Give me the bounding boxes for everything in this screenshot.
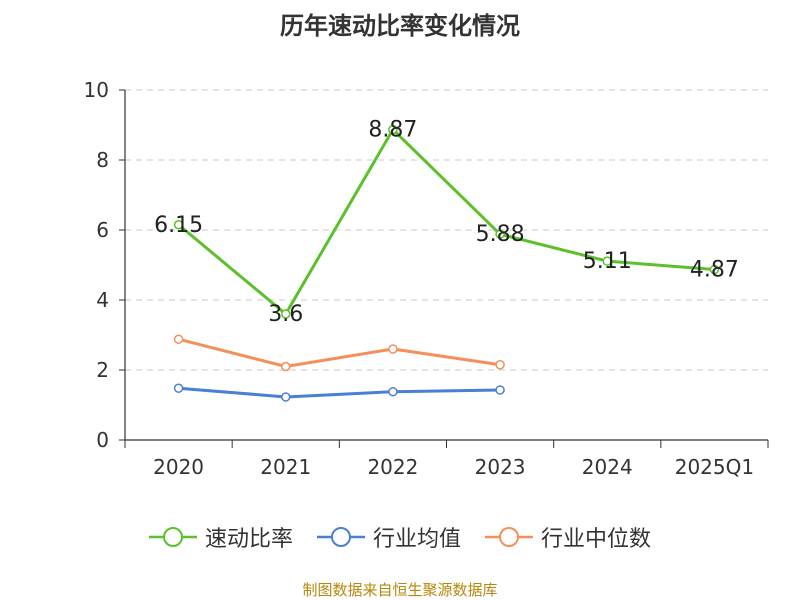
data-point — [709, 264, 720, 275]
x-tick-label: 2025Q1 — [675, 455, 754, 479]
legend-swatch-icon — [148, 527, 197, 547]
data-label: 3.6 — [268, 302, 303, 327]
series-line-3 — [178, 337, 501, 368]
data-label: 4.87 — [690, 258, 739, 283]
data-point — [388, 124, 398, 135]
data-label: 5.88 — [476, 222, 525, 247]
data-point — [388, 386, 398, 397]
legend-swatch-icon — [316, 527, 365, 547]
legend-label: 行业中位数 — [541, 527, 652, 552]
legend-item-2[interactable]: 行业均值 — [316, 521, 461, 553]
x-tick-label: 2022 — [367, 455, 418, 479]
series-line-1 — [177, 128, 715, 316]
legend-item-1[interactable]: 速动比率 — [148, 521, 293, 553]
y-tick-label: 8 — [96, 148, 109, 172]
data-point — [388, 344, 398, 354]
legend: 速动比率 行业均值 行业中位数 — [0, 520, 800, 554]
legend-swatch-icon — [485, 527, 533, 547]
legend-label: 行业均值 — [372, 527, 461, 552]
data-label: 8.87 — [368, 118, 417, 143]
data-point — [173, 383, 184, 393]
series-line-2 — [178, 386, 501, 399]
data-point — [173, 334, 184, 344]
x-tick-label: 2023 — [475, 455, 526, 479]
y-tick-label: 2 — [96, 358, 109, 382]
y-tick-label: 10 — [84, 78, 109, 102]
data-point — [281, 309, 291, 319]
data-point — [281, 361, 291, 372]
data-label: 5.11 — [583, 249, 632, 274]
data-point — [495, 385, 505, 395]
y-tick-label: 4 — [96, 288, 109, 312]
x-tick-label: 2020 — [153, 455, 204, 479]
data-point — [602, 256, 612, 266]
line-chart: 0 2 4 6 8 10 2020 2021 2022 2023 2024 2025Q1 6.15 3.6… — [84, 78, 769, 479]
legend-label: 速动比率 — [204, 527, 293, 552]
x-tick-label: 2024 — [582, 455, 633, 479]
x-tick-label: 2021 — [260, 455, 311, 479]
data-label: 6.15 — [154, 213, 203, 238]
data-point — [495, 360, 505, 370]
y-tick-label: 6 — [96, 218, 109, 242]
source-note: 制图数据来自恒生聚源数据库 — [302, 581, 498, 599]
data-point — [173, 220, 184, 230]
data-point — [281, 392, 291, 402]
legend-item-3[interactable]: 行业中位数 — [485, 521, 651, 553]
chart-title: 历年速动比率变化情况 — [280, 12, 520, 40]
y-tick-label: 0 — [96, 428, 109, 452]
data-point — [495, 229, 505, 239]
